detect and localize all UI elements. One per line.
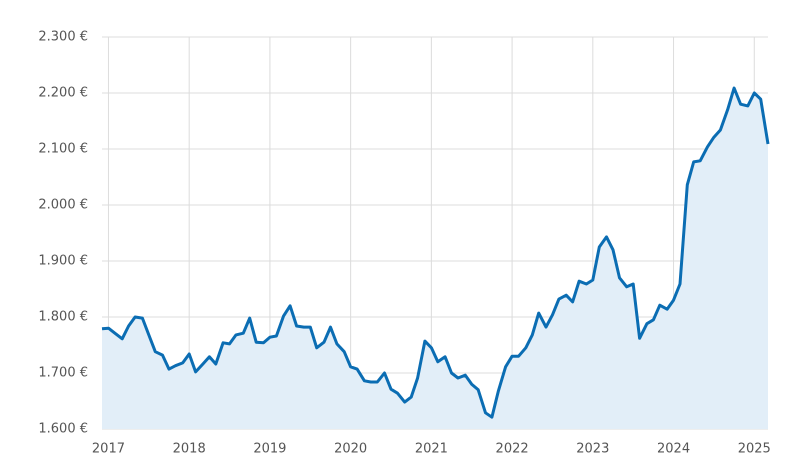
x-tick-label: 2025	[738, 442, 771, 457]
line	[101, 86, 770, 419]
area-fill	[102, 88, 768, 429]
x-tick-label: 2018	[173, 442, 206, 457]
x-tick-label: 2020	[334, 442, 367, 457]
y-tick-label: 2.000 €	[38, 198, 88, 213]
x-tick-label: 2017	[92, 442, 125, 457]
y-tick-label: 1.800 €	[38, 310, 88, 325]
y-tick-label: 1.900 €	[38, 254, 88, 269]
x-tick-label: 2021	[415, 442, 448, 457]
x-tick-label: 2019	[253, 442, 286, 457]
x-tick-label: 2022	[496, 442, 529, 457]
x-tick-label: 2024	[657, 442, 690, 457]
y-tick-label: 2.200 €	[38, 86, 88, 101]
y-tick-label: 2.300 €	[38, 30, 88, 45]
y-tick-label: 2.100 €	[38, 142, 88, 157]
x-tick-label: 2023	[576, 442, 609, 457]
y-tick-label: 1.700 €	[38, 366, 88, 381]
y-tick-label: 1.600 €	[38, 422, 88, 437]
